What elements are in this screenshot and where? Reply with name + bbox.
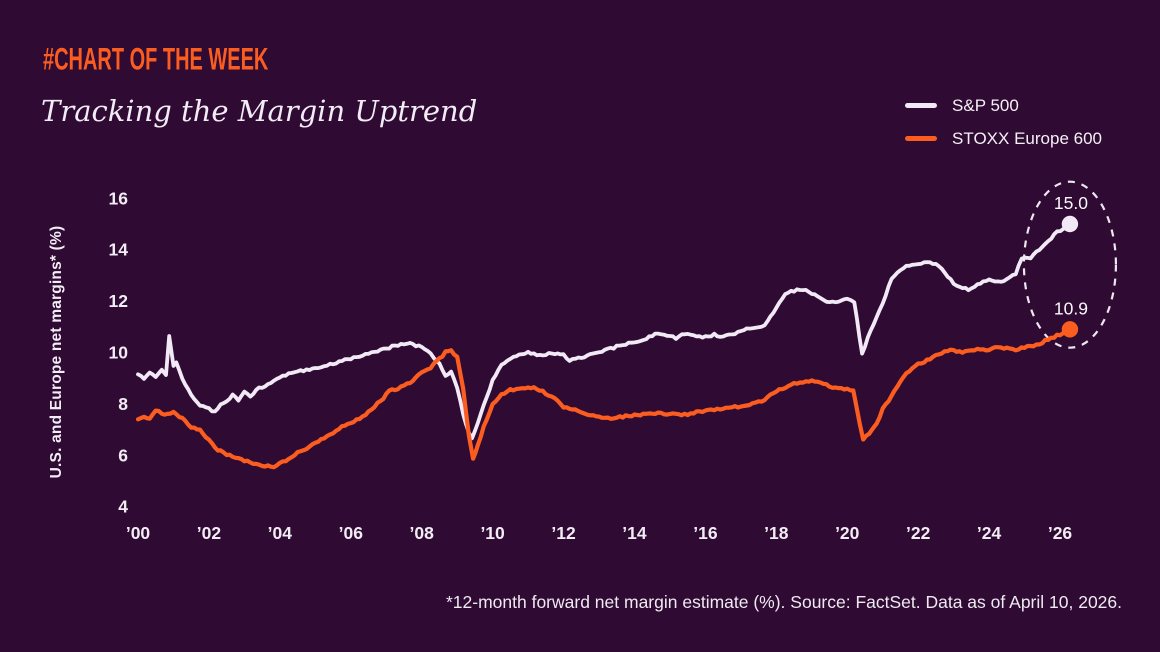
x-tick-label: ’00: [126, 523, 151, 543]
y-tick-label: 10: [109, 343, 129, 363]
x-tick-label: ’08: [410, 523, 435, 543]
x-tick-label: ’20: [835, 523, 860, 543]
x-tick-label: ’02: [197, 523, 222, 543]
stoxx-end-dot: [1061, 321, 1079, 338]
y-tick-label: 6: [118, 445, 128, 465]
sp500-end-value: 15.0: [1054, 193, 1088, 213]
legend-label-sp500: S&P 500: [952, 96, 1019, 115]
y-tick-label: 16: [109, 188, 129, 208]
sp500-end-dot: [1061, 215, 1079, 233]
y-tick-label: 4: [118, 497, 128, 517]
x-tick-label: ’24: [977, 523, 1002, 543]
x-tick-label: ’22: [906, 523, 931, 543]
x-tick-label: ’26: [1048, 523, 1073, 543]
highlight-ellipse: [1022, 180, 1118, 349]
legend-label-stoxx: STOXX Europe 600: [952, 129, 1102, 148]
chart-title: Tracking the Margin Uptrend: [41, 94, 478, 128]
stoxx-line-swatch: [905, 136, 938, 141]
kicker: #CHART OF THE WEEK: [43, 41, 269, 77]
x-tick-label: ’04: [268, 523, 293, 543]
legend-item-sp500: S&P 500: [905, 96, 1102, 115]
stoxx-line: [135, 327, 1072, 470]
sp500-line: [136, 222, 1072, 441]
legend: S&P 500 STOXX Europe 600: [905, 96, 1102, 148]
x-tick-label: ’12: [551, 523, 576, 543]
x-tick-label: ’10: [480, 523, 505, 543]
legend-item-stoxx: STOXX Europe 600: [905, 129, 1102, 148]
x-tick-label: ’18: [764, 523, 789, 543]
x-tick-label: ’06: [339, 523, 364, 543]
footnote: *12-month forward net margin estimate (%…: [445, 592, 1122, 612]
y-tick-label: 8: [118, 394, 128, 414]
x-tick-label: ’16: [693, 523, 718, 543]
y-tick-label: 14: [109, 240, 129, 260]
stoxx-end-value: 10.9: [1054, 298, 1088, 318]
x-tick-label: ’14: [622, 523, 647, 543]
sp500-line-swatch: [905, 103, 938, 108]
y-tick-label: 12: [109, 291, 129, 311]
